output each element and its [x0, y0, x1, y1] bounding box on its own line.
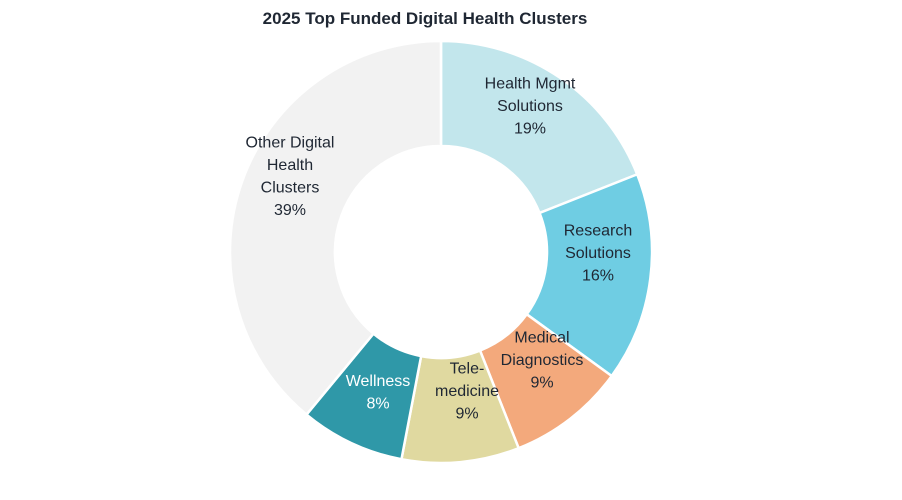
slices-group: [228, 39, 654, 465]
slice-label: Medical Diagnostics 9%: [501, 330, 584, 392]
labels-group: Health Mgmt Solutions 19% Research Solutions…: [246, 76, 633, 423]
slice-label: Tele-medicine 9%: [435, 361, 499, 423]
slice-name: Research: [564, 223, 632, 240]
chart-title: 2025 Top Funded Digital Health Clusters: [263, 9, 588, 28]
slice-value: 19%: [514, 121, 546, 138]
slice-label: Research Solutions 16%: [564, 223, 632, 285]
slice-label: Wellness 8%: [346, 373, 411, 413]
slice-name: Solutions: [565, 245, 631, 262]
slice-name: Solutions: [497, 98, 563, 115]
slice-value: 9%: [455, 406, 478, 423]
slice-health-mgmt-solutions: [439, 39, 639, 215]
slice-label: Health Mgmt Solutions 19%: [485, 76, 576, 138]
slice-value: 8%: [366, 395, 389, 412]
slice-label: Other Digital Health Clusters 39%: [246, 134, 335, 219]
slice-name: Medical: [514, 330, 569, 347]
slice-other-digital-health-clusters: [228, 39, 443, 417]
slice-research-solutions: [525, 172, 654, 378]
slice-value: 16%: [582, 268, 614, 285]
slice-name: Health: [267, 157, 313, 174]
slice-value: 9%: [530, 375, 553, 392]
slice-name: Tele-: [450, 361, 485, 378]
slice-name: Clusters: [261, 179, 320, 196]
slice-name: Diagnostics: [501, 352, 584, 369]
slice-name: Wellness: [346, 373, 411, 390]
slice-name: medicine: [435, 383, 499, 400]
slice-value: 39%: [274, 202, 306, 219]
slice-name: Health Mgmt: [485, 76, 576, 93]
slice-name: Other Digital: [246, 134, 335, 151]
